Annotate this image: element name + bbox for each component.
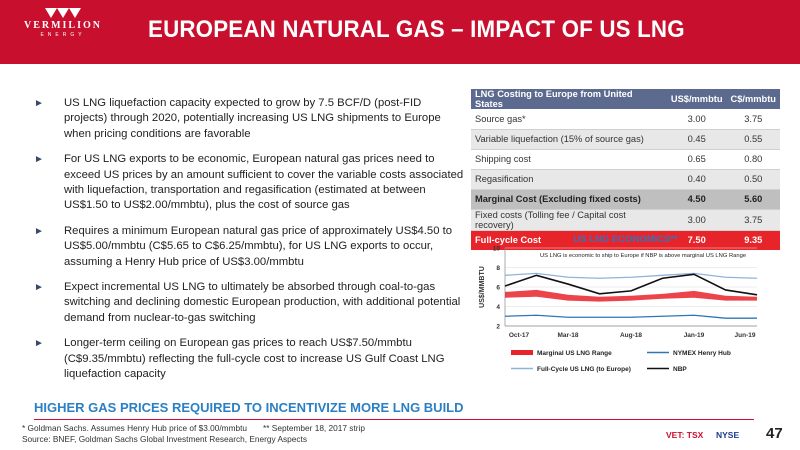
- y-axis-label: US$/MMBTU: [479, 266, 486, 308]
- table-row-marginal-cost: Marginal Cost (Excluding fixed costs) 4.…: [471, 189, 780, 210]
- x-tick-label: Jan-19: [684, 332, 705, 339]
- row-label: Fixed costs (Tolling fee / Capital cost …: [471, 209, 667, 231]
- table-header-cad: C$/mmbtu: [726, 89, 780, 109]
- row-usd: 3.00: [666, 209, 727, 231]
- legend-label: Marginal US LNG Range: [537, 350, 612, 357]
- bullet-marker-icon: ►: [34, 282, 44, 294]
- row-label: Variable liquefaction (15% of source gas…: [471, 129, 667, 150]
- row-cad: 5.60: [726, 189, 780, 210]
- logo-mark-icon: [43, 8, 83, 20]
- row-cad: 9.35: [726, 230, 780, 250]
- row-label: Regasification: [471, 169, 667, 190]
- legend-label: Full-Cycle US LNG (to Europe): [537, 366, 631, 373]
- x-tick-label: Aug-18: [620, 332, 642, 339]
- x-tick-label: Oct-17: [509, 332, 530, 339]
- row-label: Full-cycle Cost: [471, 230, 667, 250]
- chart-title: US LNG ECONOMICS**: [573, 234, 678, 245]
- nyse-logo: NYSE: [716, 430, 740, 440]
- series-line-full-cycle-us-lng-to-europe: [504, 272, 758, 279]
- lng-cost-table: LNG Costing to Europe from United States…: [471, 89, 780, 250]
- row-cad: 0.80: [726, 149, 780, 170]
- bullet-text: Expect incremental US LNG to ultimately …: [64, 281, 461, 324]
- y-tick-label: 2: [496, 324, 500, 331]
- bullet-text: For US LNG exports to be economic, Europ…: [64, 153, 464, 212]
- bullet-list: ► US LNG liquefaction capacity expected …: [34, 96, 466, 393]
- footnote-source: Source: BNEF, Goldman Sachs Global Inves…: [22, 434, 307, 444]
- header-bar: VERMILION ENERGY EUROPEAN NATURAL GAS – …: [0, 0, 800, 64]
- tsx-logo: VET: TSX: [666, 430, 704, 440]
- x-tick-label: Mar-18: [558, 332, 579, 339]
- footnote-1: * Goldman Sachs. Assumes Henry Hub price…: [22, 423, 248, 433]
- bullet-item: ► For US LNG exports to be economic, Eur…: [34, 152, 466, 214]
- row-usd: 0.65: [666, 149, 727, 170]
- row-usd: 7.50: [666, 230, 727, 250]
- bullet-item: ► Longer-term ceiling on European gas pr…: [34, 336, 466, 382]
- row-cad: 3.75: [726, 209, 780, 231]
- page-title: EUROPEAN NATURAL GAS – IMPACT OF US LNG: [148, 16, 685, 43]
- y-tick-label: 6: [496, 285, 500, 292]
- bullet-marker-icon: ►: [34, 154, 44, 166]
- table-row: Fixed costs (Tolling fee / Capital cost …: [471, 209, 780, 231]
- table-row: Source gas* 3.00 3.75: [471, 109, 780, 130]
- table-header-label: LNG Costing to Europe from United States: [471, 89, 667, 109]
- conclusion-banner: HIGHER GAS PRICES REQUIRED TO INCENTIVIZ…: [34, 400, 464, 415]
- table-row: Regasification 0.40 0.50: [471, 169, 780, 190]
- bullet-item: ► Expect incremental US LNG to ultimatel…: [34, 280, 466, 326]
- chart-annotation: US LNG is economic to ship to Europe if …: [540, 253, 746, 259]
- logo-name: VERMILION: [23, 20, 102, 31]
- y-tick-label: 8: [496, 265, 500, 272]
- bullet-marker-icon: ►: [34, 225, 44, 237]
- legend-label: NYMEX Henry Hub: [673, 350, 731, 357]
- y-tick-label: 4: [496, 304, 500, 311]
- series-line-nbp: [504, 273, 758, 296]
- y-tick-label: 10: [493, 246, 501, 253]
- table-header-row: LNG Costing to Europe from United States…: [471, 89, 780, 109]
- bullet-item: ► Requires a minimum European natural ga…: [34, 224, 466, 270]
- row-label: Shipping cost: [471, 149, 667, 170]
- row-cad: 0.55: [726, 129, 780, 150]
- row-cad: 0.50: [726, 169, 780, 190]
- footnotes: * Goldman Sachs. Assumes Henry Hub price…: [22, 423, 365, 445]
- bullet-text: Requires a minimum European natural gas …: [64, 224, 453, 268]
- lng-economics-chart: 2 4 6 8 10 Oct-17 Mar-18 Aug-18 Jan-19 Jun-19 US$/…: [471, 230, 780, 382]
- series-band-marginal-us-lng-range: [505, 289, 757, 302]
- row-usd: 0.45: [666, 129, 727, 150]
- legend-swatch: [511, 350, 533, 355]
- row-usd: 4.50: [666, 189, 727, 210]
- row-cad: 3.75: [726, 109, 780, 130]
- bullet-item: ► US LNG liquefaction capacity expected …: [34, 96, 466, 142]
- bullet-text: Longer-term ceiling on European gas pric…: [64, 337, 445, 381]
- exchange-listing: VET: TSX NYSE: [666, 427, 758, 445]
- table-row: Shipping cost 0.65 0.80: [471, 149, 780, 170]
- row-label: Marginal Cost (Excluding fixed costs): [471, 189, 667, 210]
- chart-canvas: 2 4 6 8 10 Oct-17 Mar-18 Aug-18 Jan-19 Jun-19 US$/…: [479, 246, 758, 373]
- bullet-marker-icon: ►: [34, 338, 44, 350]
- table-row-full-cycle-cost: Full-cycle Cost 7.50 9.35: [471, 230, 780, 250]
- footnote-2: ** September 18, 2017 strip: [263, 423, 365, 433]
- x-tick-label: Jun-19: [735, 332, 756, 339]
- table-header-usd: US$/mmbtu: [666, 89, 727, 109]
- logo-sub: ENERGY: [40, 32, 86, 38]
- company-logo[interactable]: VERMILION ENERGY: [22, 8, 104, 42]
- row-usd: 3.00: [666, 109, 727, 130]
- row-usd: 0.40: [666, 169, 727, 190]
- footer-divider: [34, 419, 754, 420]
- row-label: Source gas*: [471, 109, 667, 130]
- legend-label: NBP: [673, 366, 687, 373]
- page-number: 47: [766, 425, 783, 442]
- bullet-marker-icon: ►: [34, 98, 44, 109]
- series-line-nymex-henry-hub: [504, 314, 757, 319]
- table-row: Variable liquefaction (15% of source gas…: [471, 129, 780, 150]
- bullet-text: US LNG liquefaction capacity expected to…: [64, 97, 441, 140]
